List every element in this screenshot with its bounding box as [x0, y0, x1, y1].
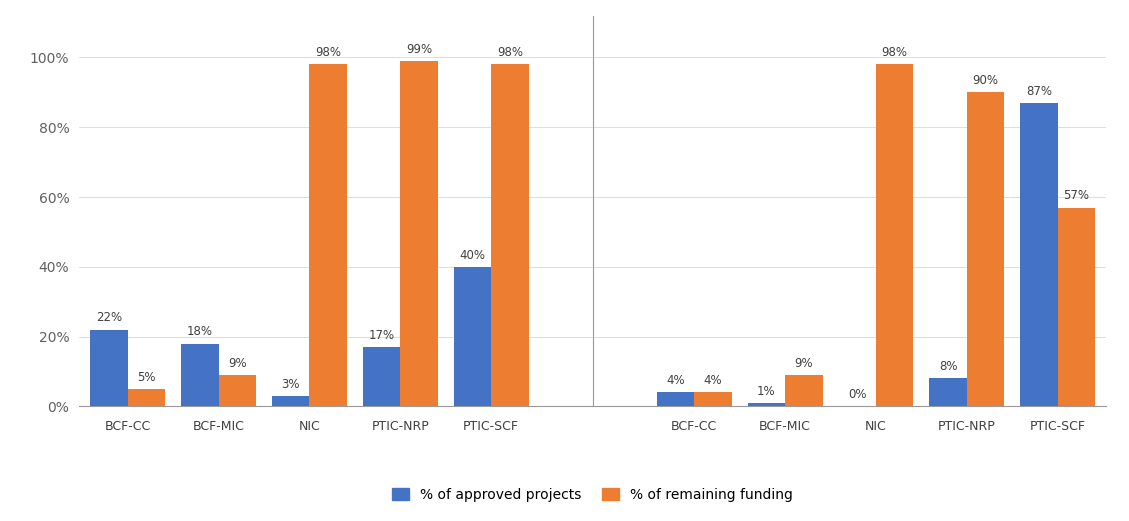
- Bar: [491, 65, 528, 406]
- Bar: [929, 378, 966, 406]
- Text: 40%: 40%: [460, 249, 485, 262]
- Text: 0%: 0%: [848, 388, 867, 401]
- Bar: [966, 92, 1005, 406]
- Text: 90%: 90%: [972, 74, 999, 87]
- Text: 5%: 5%: [137, 371, 156, 383]
- Text: 98%: 98%: [315, 46, 341, 59]
- Text: 22%: 22%: [96, 312, 122, 325]
- Bar: [657, 392, 694, 406]
- Bar: [1058, 207, 1095, 406]
- Bar: [272, 396, 309, 406]
- Bar: [401, 61, 438, 406]
- Text: 9%: 9%: [795, 357, 813, 370]
- Bar: [454, 267, 491, 406]
- Bar: [1021, 103, 1058, 406]
- Bar: [219, 375, 256, 406]
- Bar: [747, 403, 785, 406]
- Text: 4%: 4%: [666, 374, 685, 387]
- Text: 57%: 57%: [1064, 189, 1089, 202]
- Text: 18%: 18%: [186, 325, 213, 338]
- Legend: % of approved projects, % of remaining funding: % of approved projects, % of remaining f…: [385, 481, 800, 509]
- Text: 98%: 98%: [497, 46, 523, 59]
- Text: 9%: 9%: [228, 357, 246, 370]
- Bar: [309, 65, 347, 406]
- Bar: [128, 389, 165, 406]
- Text: 17%: 17%: [368, 329, 395, 342]
- Bar: [90, 330, 128, 406]
- Bar: [785, 375, 823, 406]
- Text: 8%: 8%: [939, 360, 957, 373]
- Bar: [181, 343, 219, 406]
- Bar: [876, 65, 913, 406]
- Text: 4%: 4%: [703, 374, 723, 387]
- Text: 3%: 3%: [281, 378, 300, 391]
- Bar: [694, 392, 732, 406]
- Text: 99%: 99%: [406, 43, 432, 56]
- Text: 1%: 1%: [758, 384, 776, 398]
- Text: 98%: 98%: [882, 46, 908, 59]
- Text: 87%: 87%: [1026, 84, 1052, 97]
- Bar: [362, 347, 401, 406]
